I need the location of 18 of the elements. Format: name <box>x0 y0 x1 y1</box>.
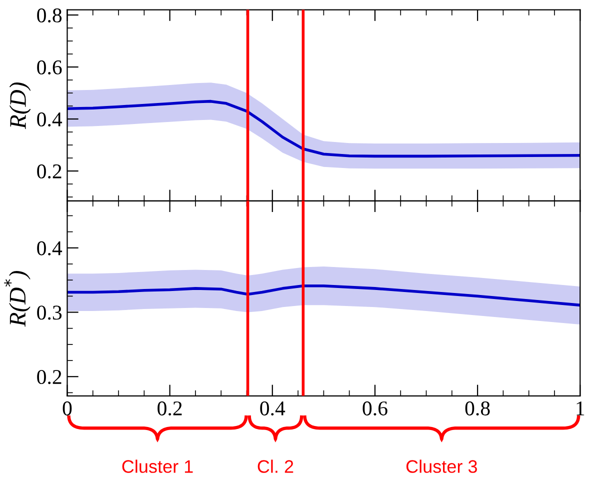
y-axis-title: R(D) <box>9 82 31 130</box>
text: Cl. 2 <box>258 460 294 473</box>
y-tick-label: 0.3 <box>37 306 62 320</box>
x-tick-label: 0.4 <box>260 401 286 416</box>
y-tick-label: 0.4 <box>37 112 62 127</box>
y-axis-title: R(D$^{*}$) <box>4 271 30 327</box>
x-tick-label: 0.6 <box>362 401 388 416</box>
x-tick-label: 0.2 <box>158 401 182 416</box>
y-tick-label: 0.4 <box>37 241 62 256</box>
y-tick-label: 0.8 <box>37 8 62 23</box>
x-tick-label: 0.8 <box>465 401 490 416</box>
y-tick-label: 0.6 <box>37 60 62 75</box>
y-tick-label: 0.2 <box>37 370 62 384</box>
y-tick-label: 0.2 <box>37 164 62 179</box>
x-tick-label: 1 <box>576 401 584 416</box>
text: Cluster 3 <box>406 460 477 473</box>
x-tick-label: 0 <box>62 401 72 416</box>
text: Cluster 1 <box>122 460 193 473</box>
